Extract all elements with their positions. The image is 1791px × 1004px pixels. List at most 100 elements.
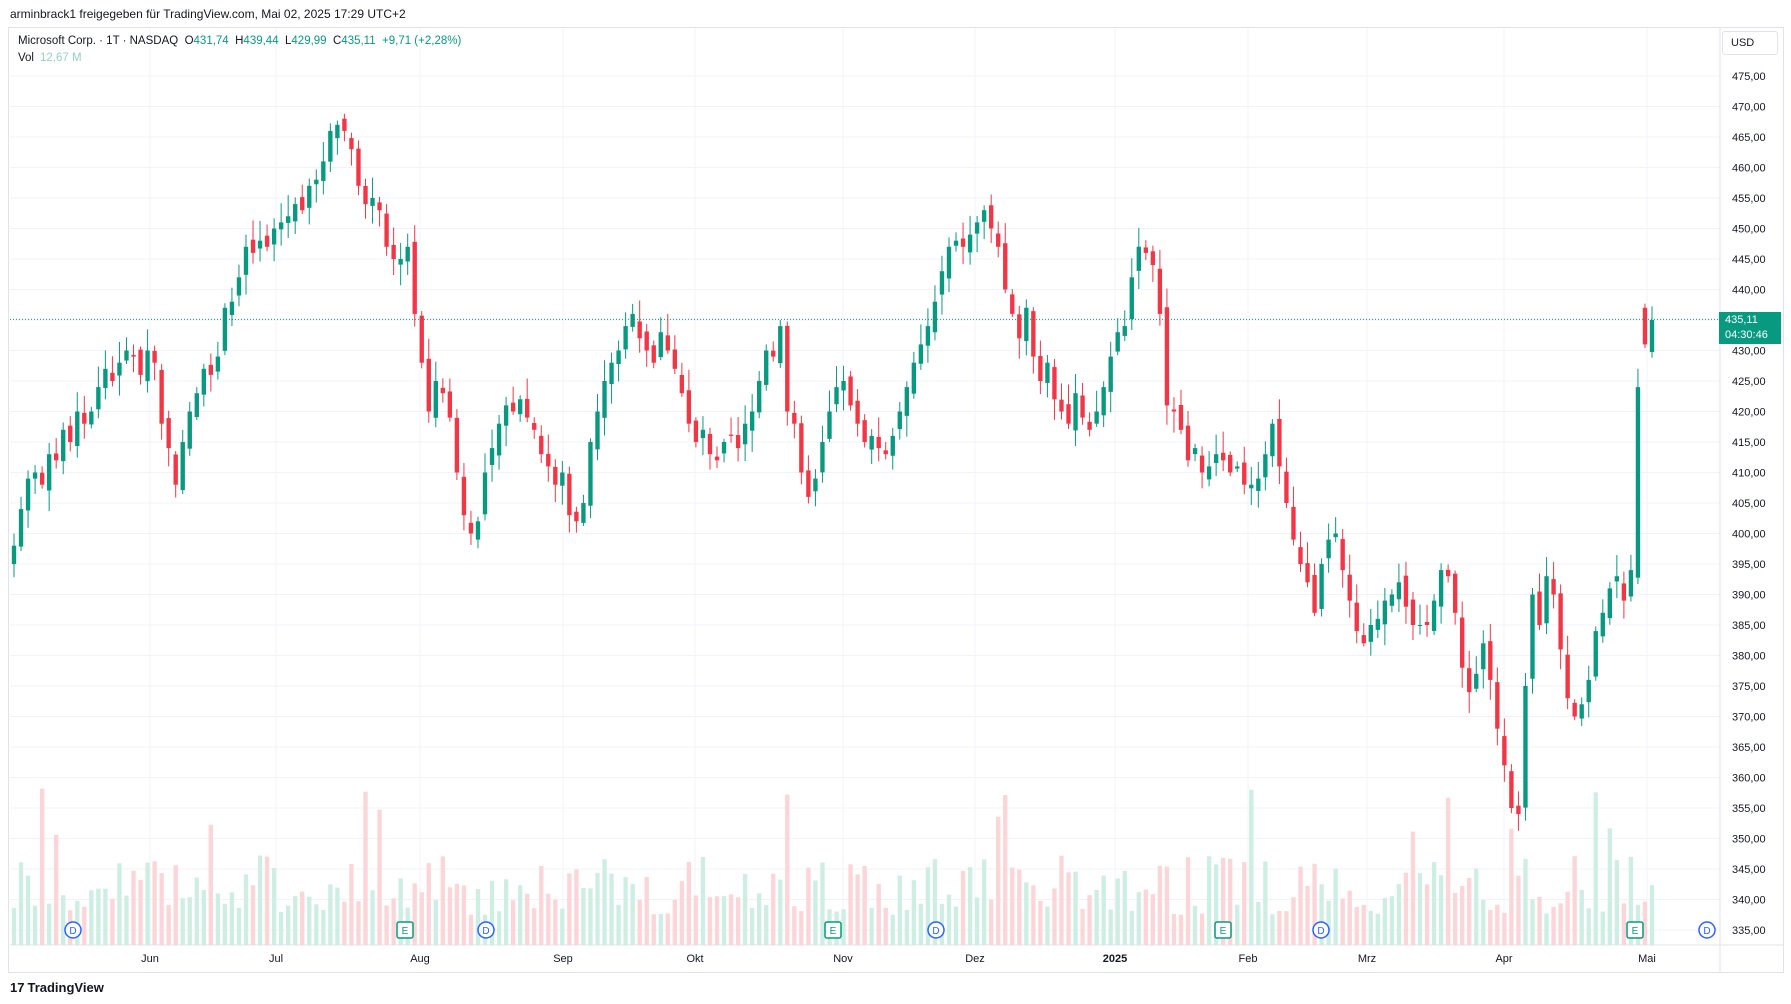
volume-bar (1628, 856, 1634, 945)
candle-body (778, 326, 783, 364)
volume-bar (967, 867, 973, 945)
price-tick-label: 465,00 (1732, 132, 1766, 144)
candle-body (1143, 247, 1149, 253)
candle-body (1249, 484, 1254, 489)
candle-body (1361, 635, 1366, 644)
volume-bar (574, 869, 579, 945)
volume-bar (567, 873, 572, 945)
volume-bar (173, 865, 178, 945)
volume-bar (1347, 890, 1352, 945)
candle-body (1382, 600, 1388, 625)
volume-bar (953, 906, 959, 945)
candle-body (1403, 575, 1409, 607)
volume-legend: Vol 12,67 M (18, 52, 82, 64)
candle-body (820, 442, 825, 473)
volume-bar (1143, 889, 1149, 945)
symbol-name[interactable]: Microsoft Corp. · 1T · NASDAQ (18, 35, 179, 47)
volume-bar (1502, 912, 1507, 945)
candle-body (1607, 588, 1612, 619)
candle-body (1572, 702, 1577, 717)
price-tick-label: 350,00 (1732, 834, 1766, 846)
last-price-value: 435,11 (1725, 314, 1758, 326)
volume-bar (166, 904, 171, 945)
volume-bar (243, 874, 249, 945)
candle-body (1544, 576, 1549, 624)
candle-body (1228, 454, 1233, 473)
candle-body (862, 420, 867, 442)
candle-body (278, 222, 284, 230)
volume-bar (1537, 896, 1542, 945)
candle-body (581, 503, 586, 523)
candle-body (785, 325, 790, 412)
price-tick-label: 360,00 (1732, 773, 1766, 785)
candle-body (454, 417, 460, 473)
volume-bar (785, 794, 790, 945)
candle-body (630, 313, 635, 327)
high-label: H (235, 35, 244, 47)
candle-body (1502, 736, 1507, 766)
volume-bar (904, 910, 909, 945)
volume-bar (1059, 855, 1064, 945)
candle-body (595, 411, 600, 450)
candle-body (1010, 294, 1015, 314)
candle-body (714, 456, 720, 461)
candle-body (1073, 393, 1078, 431)
volume-bar (988, 899, 994, 945)
candle-body (377, 202, 382, 211)
candle-body (398, 259, 403, 265)
volume-bar (588, 888, 593, 945)
volume-bar (1038, 900, 1043, 945)
price-tick-label: 375,00 (1732, 681, 1766, 693)
candle-body (243, 246, 249, 275)
candle-body (771, 350, 776, 357)
candle-body (525, 398, 530, 418)
volume-bar (848, 864, 853, 945)
candle-body (440, 387, 446, 394)
volume-bar (496, 911, 502, 945)
volume-label[interactable]: Vol (18, 52, 34, 64)
candle-body (1220, 452, 1226, 461)
volume-bar (1460, 885, 1465, 945)
tradingview-brand[interactable]: 17 TradingView (10, 980, 104, 995)
candle-body (321, 161, 326, 181)
candle-body (1171, 409, 1177, 412)
volume-bar (1424, 884, 1430, 945)
volume-bar (679, 881, 685, 945)
candle-body (208, 364, 214, 375)
time-tick-label: Aug (410, 953, 430, 965)
candle-body (1178, 404, 1184, 430)
candle-body (307, 185, 312, 208)
candle-body (1340, 539, 1345, 571)
open-value: 431,74 (193, 35, 229, 47)
candle-body (988, 205, 994, 229)
price-tick-label: 470,00 (1732, 102, 1766, 114)
candle-body (946, 246, 952, 279)
candle-body (855, 400, 860, 424)
volume-bar (1277, 910, 1282, 945)
candle-body (1242, 462, 1247, 485)
volume-bar (700, 856, 706, 945)
chart-frame[interactable] (8, 27, 1784, 973)
currency-selector[interactable]: USD (1722, 31, 1778, 55)
candle-body (981, 210, 987, 222)
candle-body (1375, 618, 1381, 630)
candle-body (1460, 617, 1465, 668)
candle-body (749, 411, 755, 431)
volume-bar (103, 888, 108, 945)
candle-body (672, 349, 678, 369)
candle-body (1326, 539, 1331, 559)
candle-body (201, 368, 206, 395)
candle-body (180, 442, 185, 491)
volume-bar (1572, 856, 1577, 945)
volume-bar (1579, 889, 1584, 945)
volume-bar (771, 873, 776, 945)
volume-bar (1565, 891, 1570, 945)
volume-bar (25, 875, 31, 945)
event-marker-label: D (482, 926, 489, 937)
dividend-marker-icon (477, 921, 495, 939)
volume-bar (764, 904, 769, 945)
candle-body (735, 435, 741, 449)
price-tick-label: 460,00 (1732, 163, 1766, 175)
volume-bar (1073, 871, 1078, 945)
